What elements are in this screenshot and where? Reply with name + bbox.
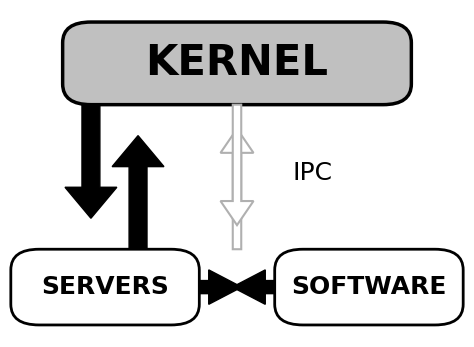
FancyArrow shape: [112, 136, 164, 249]
FancyArrow shape: [220, 105, 254, 225]
FancyBboxPatch shape: [11, 249, 199, 325]
Text: IPC: IPC: [292, 161, 332, 186]
FancyArrow shape: [232, 270, 275, 304]
Text: KERNEL: KERNEL: [146, 42, 328, 84]
FancyArrow shape: [199, 270, 242, 304]
Text: SERVERS: SERVERS: [41, 275, 169, 299]
Text: SOFTWARE: SOFTWARE: [291, 275, 447, 299]
FancyArrow shape: [65, 105, 117, 218]
FancyArrow shape: [220, 129, 254, 249]
FancyBboxPatch shape: [275, 249, 463, 325]
FancyBboxPatch shape: [63, 22, 411, 105]
